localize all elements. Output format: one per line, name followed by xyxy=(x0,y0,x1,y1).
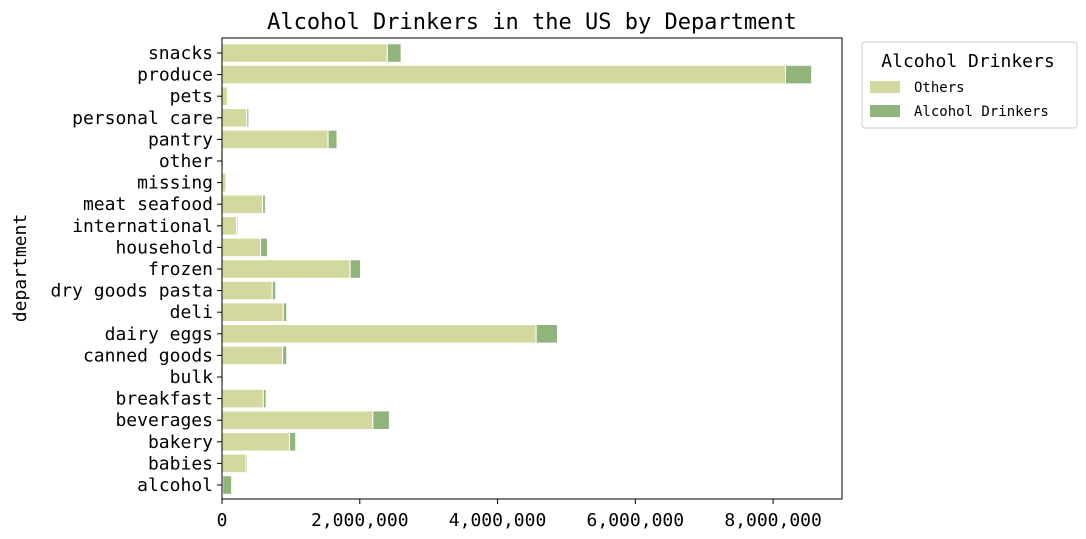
y-tick-label: missing xyxy=(137,173,213,194)
legend-swatch-others xyxy=(870,81,900,93)
bar-bakery-others xyxy=(221,432,291,452)
x-tick-label: 4,000,000 xyxy=(449,510,547,531)
y-tick-label: deli xyxy=(170,302,213,323)
legend-swatch-alcohol-drinkers xyxy=(870,105,900,117)
x-tick-label: 2,000,000 xyxy=(311,510,409,531)
bar-produce-others xyxy=(221,64,787,85)
y-tick-label: household xyxy=(115,237,213,258)
y-tick-label: meat seafood xyxy=(83,194,213,215)
legend-frame xyxy=(861,41,1078,129)
bar-frozen-others xyxy=(221,259,351,279)
bar-dry-goods-pasta-alcohol-drinkers xyxy=(271,280,277,301)
y-tick-label: canned goods xyxy=(83,345,213,366)
y-tick-label: frozen xyxy=(148,259,213,280)
y-tick-label: personal care xyxy=(72,108,213,129)
bar-beverages-alcohol-drinkers xyxy=(372,410,390,430)
bar-dry-goods-pasta-others xyxy=(221,280,273,301)
bar-canned-goods-others xyxy=(221,345,284,366)
bar-household-alcohol-drinkers xyxy=(260,237,268,258)
y-tick-label: pets xyxy=(170,86,213,107)
legend-label-others: Others xyxy=(914,80,965,96)
y-tick-label: dairy eggs xyxy=(105,324,213,345)
y-tick-label: other xyxy=(159,151,213,172)
x-tick-label: 8,000,000 xyxy=(724,510,822,531)
bar-alcohol-alcohol-drinkers xyxy=(222,475,233,495)
bar-international-alcohol-drinkers xyxy=(235,216,239,236)
y-tick-label: beverages xyxy=(115,410,213,431)
bar-missing-others xyxy=(221,172,227,193)
y-tick-label: alcohol xyxy=(137,475,213,496)
bar-household-others xyxy=(221,237,262,258)
x-tick-label: 0 xyxy=(217,510,228,531)
bar-babies-others xyxy=(221,453,247,474)
legend-title: Alcohol Drinkers xyxy=(881,51,1054,72)
bar-pets-others xyxy=(221,86,229,106)
chart-title: Alcohol Drinkers in the US by Department xyxy=(267,10,797,35)
y-tick-label: bakery xyxy=(148,432,213,453)
y-tick-label: snacks xyxy=(148,43,213,64)
y-tick-label: international xyxy=(72,216,213,237)
bar-babies-alcohol-drinkers xyxy=(245,453,248,474)
plot-frame xyxy=(221,37,843,500)
x-tick-label: 6,000,000 xyxy=(587,510,685,531)
legend: Alcohol Drinkers Others Alcohol Drinkers xyxy=(861,41,1078,129)
y-tick-label: pantry xyxy=(148,129,213,150)
x-ticks: 0 2,000,000 4,000,000 6,000,000 8,000,000 xyxy=(217,499,822,531)
y-tick-label: babies xyxy=(148,453,213,474)
bar-produce-alcohol-drinkers xyxy=(785,64,813,85)
bar-bakery-alcohol-drinkers xyxy=(289,432,297,452)
bar-snacks-alcohol-drinkers xyxy=(386,43,402,63)
bar-international-others xyxy=(221,216,237,236)
bars-group xyxy=(221,43,813,495)
bar-dairy-eggs-others xyxy=(221,324,537,344)
bar-personal-care-others xyxy=(221,108,248,128)
bar-breakfast-others xyxy=(221,388,264,409)
bar-meat-seafood-others xyxy=(221,194,264,214)
bar-pantry-others xyxy=(221,129,329,150)
y-tick-label: bulk xyxy=(170,367,214,388)
bar-pantry-alcohol-drinkers xyxy=(327,129,338,150)
bar-deli-others xyxy=(221,302,284,322)
bar-canned-goods-alcohol-drinkers xyxy=(282,345,288,366)
y-tick-label: breakfast xyxy=(115,389,213,410)
y-tick-label: produce xyxy=(137,65,213,86)
legend-label-alcohol-drinkers: Alcohol Drinkers xyxy=(914,104,1049,120)
bar-deli-alcohol-drinkers xyxy=(282,302,288,322)
bar-frozen-alcohol-drinkers xyxy=(349,259,361,279)
bar-snacks-others xyxy=(221,43,388,63)
y-tick-label: dry goods pasta xyxy=(50,281,213,302)
bar-personal-care-alcohol-drinkers xyxy=(246,108,250,128)
y-axis-label: department xyxy=(10,214,31,322)
bar-pets-alcohol-drinkers xyxy=(227,86,229,106)
bar-beverages-others xyxy=(221,410,374,430)
bar-dairy-eggs-alcohol-drinkers xyxy=(535,324,558,344)
bar-breakfast-alcohol-drinkers xyxy=(262,388,267,409)
bar-meat-seafood-alcohol-drinkers xyxy=(262,194,266,214)
